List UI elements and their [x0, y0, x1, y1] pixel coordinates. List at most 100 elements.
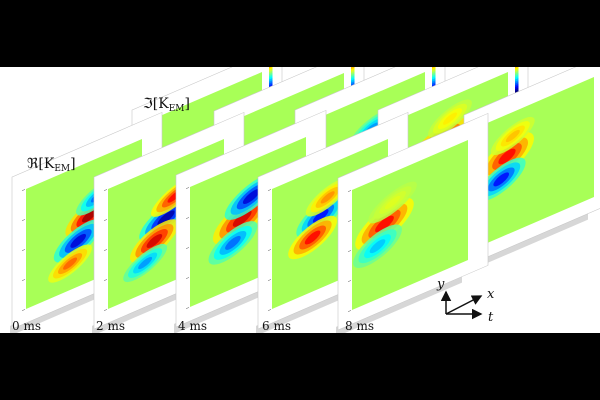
field-blob-0-3 — [232, 210, 252, 227]
colorbar-cell — [351, 79, 355, 83]
colorbar-cell — [432, 76, 436, 80]
tick-mark — [348, 220, 351, 222]
colorbar-cell — [269, 80, 273, 84]
field-blob-1-3 — [70, 233, 87, 248]
tick-mark — [104, 279, 107, 281]
x-axis-label: x — [487, 287, 495, 302]
field-blobs — [353, 181, 417, 268]
tick-mark — [268, 279, 271, 281]
axis-triad: y x t — [436, 277, 495, 325]
field-blob-0-3 — [375, 215, 394, 233]
field-blob-0-3 — [157, 210, 175, 226]
tick-mark — [22, 219, 25, 221]
field-blob-2-3 — [384, 195, 401, 210]
field-blob-3-3 — [442, 112, 458, 125]
colorbar-cell — [515, 87, 519, 92]
field-background — [478, 77, 594, 247]
colorbar-cell — [515, 74, 519, 79]
t-axis-label: t — [488, 310, 494, 325]
colorbar-cell — [515, 80, 519, 84]
colorbar-cell — [351, 67, 355, 70]
tick-mark — [22, 309, 25, 311]
field-blob-1-3 — [304, 230, 321, 245]
field-blob-2-3 — [63, 257, 78, 270]
colorbar-cell — [351, 73, 355, 78]
time-label-3: 6 ms — [262, 319, 291, 333]
panel-stack-diagram: ℑ[KEM] ℜ[KEM] 0 ms 2 ms 4 ms 6 ms 8 ms y… — [10, 67, 600, 333]
real-panel-4 — [336, 112, 489, 333]
colorbar — [515, 67, 519, 94]
tick-mark — [22, 189, 25, 191]
field-blob-0-3 — [498, 148, 516, 165]
field-blob-1-3 — [493, 172, 510, 187]
colorbar-cell — [351, 81, 355, 85]
colorbar-cell — [515, 78, 519, 82]
colorbar-cell — [269, 67, 273, 69]
colorbar-cell — [351, 69, 355, 74]
panels-layer — [10, 67, 600, 333]
colorbar-cell — [351, 75, 355, 80]
tick-mark — [104, 189, 107, 191]
colorbar-cell — [432, 72, 436, 77]
figure-canvas: ℑ[KEM] ℜ[KEM] 0 ms 2 ms 4 ms 6 ms 8 ms y… — [0, 67, 600, 333]
tick-mark — [186, 187, 189, 189]
y-axis-label: y — [436, 277, 445, 292]
colorbar-cell — [432, 70, 436, 75]
tick-mark — [104, 309, 107, 311]
field-blob-2-3 — [225, 235, 241, 250]
tick-mark — [348, 250, 351, 252]
time-label-4: 8 ms — [345, 319, 374, 333]
tick-mark — [104, 219, 107, 221]
tick-mark — [186, 277, 189, 279]
colorbar-cell — [515, 85, 519, 90]
field-background — [352, 140, 468, 310]
field-blob-1-3 — [146, 234, 163, 248]
time-label-1: 2 ms — [96, 319, 125, 333]
colorbar-cell — [515, 89, 519, 94]
colorbar-cell — [515, 72, 519, 77]
tick-mark — [186, 247, 189, 249]
colorbar-cell — [269, 68, 273, 73]
time-label-2: 4 ms — [178, 319, 207, 333]
colorbar-cell — [432, 68, 436, 73]
tick-mark — [268, 189, 271, 191]
tick-mark — [348, 280, 351, 282]
colorbar-cell — [515, 83, 519, 88]
tick-mark — [22, 249, 25, 251]
tick-mark — [348, 190, 351, 192]
tick-mark — [186, 307, 189, 309]
tick-mark — [268, 249, 271, 251]
colorbar-cell — [432, 81, 436, 86]
field-blob-2-3 — [320, 191, 335, 204]
colorbar-cell — [351, 71, 355, 76]
colorbar-cell — [269, 76, 273, 80]
colorbar-cell — [269, 78, 273, 82]
tick-mark — [268, 219, 271, 221]
colorbar-cell — [269, 81, 273, 86]
colorbar-cell — [269, 72, 273, 77]
field-blob-3-3 — [138, 256, 153, 270]
colorbar-cell — [515, 76, 519, 80]
tick-mark — [22, 279, 25, 281]
tick-mark — [186, 217, 189, 219]
colorbar-cell — [515, 67, 519, 71]
tick-mark — [268, 309, 271, 311]
colorbar-cell — [432, 74, 436, 79]
field-blob-0-3 — [312, 209, 329, 223]
colorbar-cell — [432, 67, 436, 71]
field-blob-1-3 — [369, 239, 386, 254]
tick-mark — [348, 310, 351, 312]
x-axis-arrow — [445, 295, 483, 315]
tick-mark — [104, 249, 107, 251]
field-blob-2-3 — [505, 129, 520, 143]
field-blobs — [478, 116, 535, 202]
imag-panel-4 — [462, 67, 600, 274]
colorbar-cell — [515, 70, 519, 75]
time-label-0: 0 ms — [12, 319, 41, 333]
real-row-label: ℜ[KEM] — [27, 156, 76, 174]
colorbar-cell — [269, 70, 273, 75]
colorbar-cell — [515, 68, 519, 73]
colorbar-cell — [515, 67, 519, 69]
colorbar-cell — [269, 74, 273, 79]
colorbar-cell — [269, 67, 273, 71]
